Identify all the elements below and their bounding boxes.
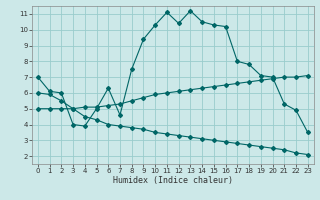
X-axis label: Humidex (Indice chaleur): Humidex (Indice chaleur) [113,176,233,185]
